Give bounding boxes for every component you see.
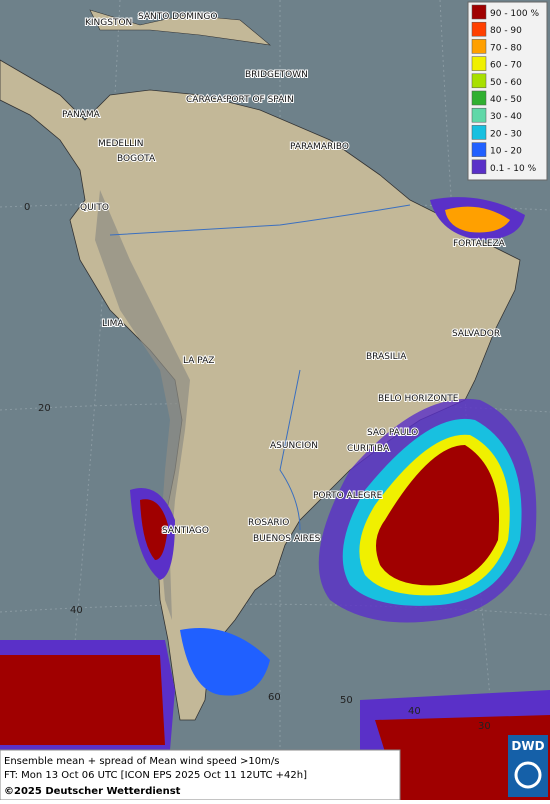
logo-text: DWD	[511, 739, 544, 753]
city-label: SANTO DOMINGO	[138, 12, 217, 22]
legend-label: 10 - 20	[490, 147, 522, 157]
legend-label: 70 - 80	[490, 43, 522, 53]
legend-swatch	[471, 125, 487, 140]
city-label: PANAMA	[62, 110, 101, 120]
city-label: SALVADOR	[452, 329, 500, 339]
city-label: BUENOS AIRES	[253, 534, 321, 544]
copyright: ©2025 Deutscher Wetterdienst	[4, 786, 181, 797]
legend-label: 20 - 30	[490, 129, 522, 139]
city-label: PORTO ALEGRE	[313, 491, 383, 501]
city-label: BOGOTA	[117, 154, 156, 164]
caribbean-land	[89, 9, 272, 46]
city-label: BRASILIA	[366, 352, 407, 362]
city-label: PARAMARIBO	[290, 142, 349, 152]
legend-swatch	[471, 4, 487, 20]
footer-line: FT: Mon 13 Oct 06 UTC [ICON EPS 2025 Oct…	[4, 770, 307, 781]
legend: 90 - 100 % 80 - 90 70 - 80 60 - 70 50 - 60 40…	[467, 1, 548, 181]
legend-label: 60 - 70	[490, 61, 522, 71]
grid-label: 60	[268, 692, 281, 703]
city-label: BELO HORIZONTE	[378, 394, 459, 404]
city-label: PORT OF SPAIN	[226, 95, 294, 105]
legend-swatch	[471, 90, 487, 106]
footer-box	[0, 749, 401, 801]
city-label: LA PAZ	[183, 356, 214, 366]
legend-swatch	[471, 142, 487, 157]
legend-label: 80 - 90	[490, 26, 522, 36]
rivers	[109, 204, 411, 531]
grid-label: 0	[24, 202, 30, 213]
grid-label: 40	[408, 706, 421, 717]
footer-line: Ensemble mean + spread of Mean wind spee…	[4, 756, 279, 767]
city-label: FORTALEZA	[453, 239, 506, 249]
city-label: ROSARIO	[248, 518, 289, 528]
city-label: CURITIBA	[347, 444, 390, 454]
grid-label: 20	[38, 403, 51, 414]
city-label: SANTIAGO	[162, 526, 209, 536]
wind-areas	[0, 197, 550, 800]
city-label: BRIDGETOWN	[245, 70, 308, 80]
legend-swatch	[471, 21, 487, 37]
city-label: QUITO	[80, 203, 109, 213]
legend-label: 90 - 100 %	[490, 9, 539, 19]
legend-label: 0.1 - 10 %	[490, 164, 537, 174]
legend-swatch	[471, 73, 487, 89]
legend-swatch	[471, 56, 487, 71]
city-label: MEDELLIN	[98, 139, 143, 149]
grid-labels: 0 20 40 60 50 40 30	[24, 202, 491, 732]
city-label: KINGSTON	[85, 18, 132, 28]
logo-icon	[514, 761, 542, 789]
grid-label: 30	[478, 721, 491, 732]
grid-label: 50	[340, 695, 353, 706]
city-labels: KINGSTON SANTO DOMINGO BRIDGETOWN CARACA…	[61, 11, 507, 545]
city-label: SAO PAULO	[367, 428, 418, 438]
city-label: ASUNCION	[270, 441, 318, 451]
grid-label: 40	[70, 605, 83, 616]
legend-swatch	[471, 39, 487, 54]
land	[0, 59, 521, 721]
legend-label: 40 - 50	[490, 95, 522, 105]
legend-swatch	[471, 107, 487, 123]
legend-swatch	[471, 159, 487, 175]
city-label: CARACAS	[186, 95, 229, 105]
legend-label: 50 - 60	[490, 78, 522, 88]
city-label: LIMA	[102, 319, 124, 329]
legend-label: 30 - 40	[490, 112, 522, 122]
